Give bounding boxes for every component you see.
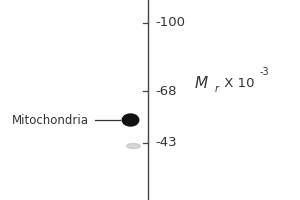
Text: -100: -100 [155,17,185,29]
Text: -3: -3 [260,67,269,77]
Text: M: M [195,76,208,91]
Ellipse shape [127,144,140,148]
Text: -68: -68 [155,85,177,98]
Ellipse shape [122,114,139,126]
Text: r: r [214,84,218,94]
Text: Mitochondria: Mitochondria [12,114,89,127]
Text: X 10: X 10 [220,77,255,90]
Text: -43: -43 [155,136,177,149]
